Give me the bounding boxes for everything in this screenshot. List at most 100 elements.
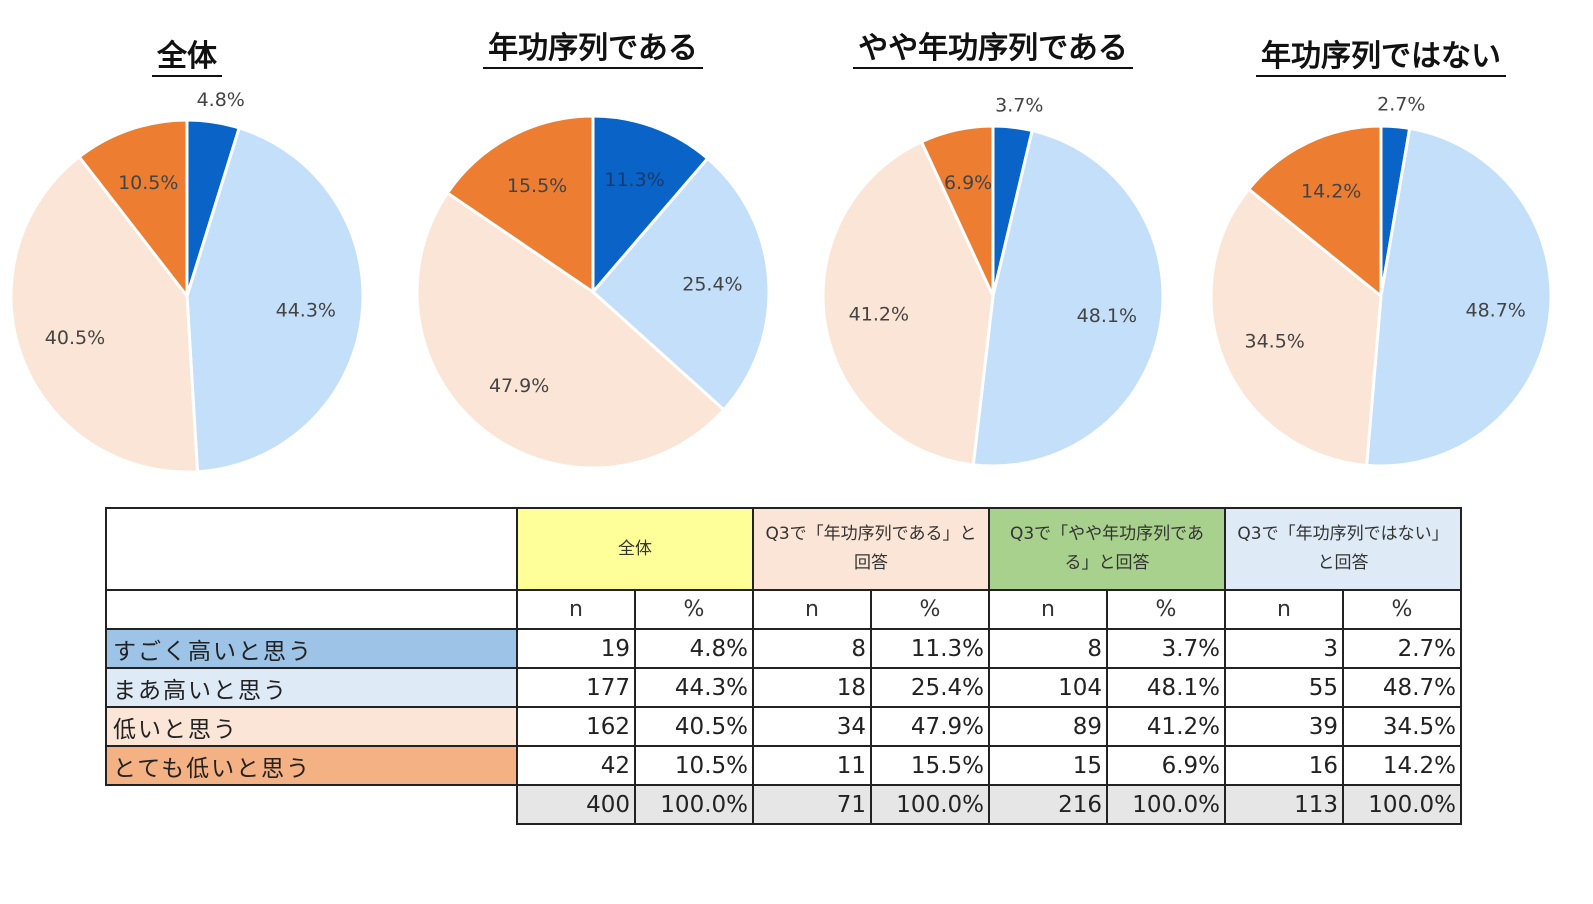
data-label-low: 47.9% [489,375,549,397]
pie-chart-overall: 4.8% 44.3% 40.5% 10.5% 全体 [9,39,365,474]
pie-title-overall: 全体 [156,39,218,74]
subheader-percent: % [870,589,990,630]
subheader-n: n [752,589,872,630]
data-label-somewhat-high: 48.1% [1077,305,1137,327]
results-table: 全体 Q3で「年功序列である」と 回答 Q3で「やや年功序列であ る」と回答 Q… [105,507,1462,825]
subheader-n: n [988,589,1108,630]
data-label-very-high: 2.7% [1377,94,1425,116]
cell-value: 3 [1224,628,1344,669]
pie-chart-not-seniority: 2.7% 48.7% 34.5% 14.2% 年功序列ではない [1209,39,1553,468]
cell-value: 162 [516,706,636,747]
cell-value: 89 [988,706,1108,747]
cell-value: 34.5% [1342,706,1462,747]
cell-value: 41.2% [1106,706,1226,747]
total-value: 100.0% [1106,784,1226,825]
pie-chart-somewhat-seniority: 3.7% 48.1% 41.2% 6.9% やや年功序列である [821,31,1165,468]
row-label: すごく高いと思う [105,628,518,669]
subheader-corner [105,589,518,630]
cell-value: 44.3% [634,667,754,708]
pie-slice-low [9,154,200,474]
group-header-text: Q3で「年功序列ではない」 [1237,524,1449,544]
data-label-very-high: 3.7% [995,94,1043,116]
data-label-somewhat-high: 48.7% [1465,300,1525,322]
total-value: 100.0% [870,784,990,825]
cell-value: 104 [988,667,1108,708]
group-header-text: 全体 [618,538,652,559]
pie-slice-very-low [77,118,189,301]
data-label-somewhat-high: 25.4% [682,273,742,295]
pie-slice-somewhat-high [590,156,771,412]
group-header-not-seniority: Q3で「年功序列ではない」 と回答 [1224,507,1462,591]
cell-value: 39 [1224,706,1344,747]
data-label-very-high: 4.8% [197,89,245,111]
subheader-percent: % [1106,589,1226,630]
group-header-row: 全体 Q3で「年功序列である」と 回答 Q3で「やや年功序列であ る」と回答 Q… [105,507,1462,591]
table-row: まあ高いと思う 177 44.3% 18 25.4% 104 48.1% 55 … [105,667,1462,708]
pie-slice-somewhat-high [971,128,1165,468]
cell-value: 48.7% [1342,667,1462,708]
cell-value: 55 [1224,667,1344,708]
corner-cell [105,507,518,591]
group-header-text: Q3で「やや年功序列であ [1009,524,1205,544]
group-header-text: と回答 [1317,553,1369,573]
group-header-overall: 全体 [516,507,754,591]
cell-value: 15.5% [870,745,990,786]
pie-slice-somewhat-high [185,126,365,474]
pie-slice-low [821,139,995,467]
pie-slice-very-low [919,124,995,297]
cell-value: 34 [752,706,872,747]
total-row: 400 100.0% 71 100.0% 216 100.0% 113 100.… [106,784,1462,825]
total-value: 400 [516,784,636,825]
subheader-percent: % [1342,589,1462,630]
data-label-low: 40.5% [45,327,105,349]
table-row: とても低いと思う 42 10.5% 11 15.5% 15 6.9% 16 14… [105,745,1462,786]
cell-value: 19 [516,628,636,669]
group-header-seniority: Q3で「年功序列である」と 回答 [752,507,990,591]
table-row: すごく高いと思う 19 4.8% 8 11.3% 8 3.7% 3 2.7% [105,628,1462,669]
cell-value: 4.8% [634,628,754,669]
cell-value: 16 [1224,745,1344,786]
pie-charts: 4.8% 44.3% 40.5% 10.5% 全体 11.3% 25.4% 47.9% 15.… [9,31,1553,474]
cell-value: 48.1% [1106,667,1226,708]
pie-title-somewhat-seniority: やや年功序列である [858,31,1128,66]
cell-value: 14.2% [1342,745,1462,786]
pie-slice-very-low [1246,124,1383,300]
cell-value: 8 [752,628,872,669]
group-header-text: Q3で「年功序列である」と [765,524,977,544]
cell-value: 11 [752,745,872,786]
data-label-very-low: 6.9% [944,172,992,194]
subheader-n: n [516,589,636,630]
group-header-text: る」と回答 [1064,553,1150,573]
row-label: まあ高いと思う [105,667,518,708]
cell-value: 18 [752,667,872,708]
data-label-very-low: 14.2% [1301,181,1361,203]
row-label: とても低いと思う [105,745,518,786]
subheader-n: n [1224,589,1344,630]
total-value: 113 [1224,784,1344,825]
cell-value: 40.5% [634,706,754,747]
data-label-somewhat-high: 44.3% [276,299,336,321]
data-label-very-low: 15.5% [507,175,567,197]
cell-value: 42 [516,745,636,786]
data-label-low: 41.2% [849,303,909,325]
group-header-text: 回答 [854,553,888,573]
cell-value: 11.3% [870,628,990,669]
total-value: 100.0% [1342,784,1462,825]
cell-value: 8 [988,628,1108,669]
pie-chart-seniority: 11.3% 25.4% 47.9% 15.5% 年功序列である [415,31,771,470]
total-value: 216 [988,784,1108,825]
data-label-low: 34.5% [1244,330,1304,352]
cell-value: 47.9% [870,706,990,747]
pie-slice-low [415,190,726,470]
subheader-percent: % [634,589,754,630]
pie-slice-low [1209,187,1383,468]
cell-value: 6.9% [1106,745,1226,786]
table-row: 低いと思う 162 40.5% 34 47.9% 89 41.2% 39 34.… [105,706,1462,747]
total-value: 100.0% [634,784,754,825]
cell-value: 2.7% [1342,628,1462,669]
cell-value: 3.7% [1106,628,1226,669]
pie-slice-very-low [445,114,595,295]
cell-value: 177 [516,667,636,708]
total-value: 71 [752,784,872,825]
pie-title-seniority: 年功序列である [488,31,698,66]
